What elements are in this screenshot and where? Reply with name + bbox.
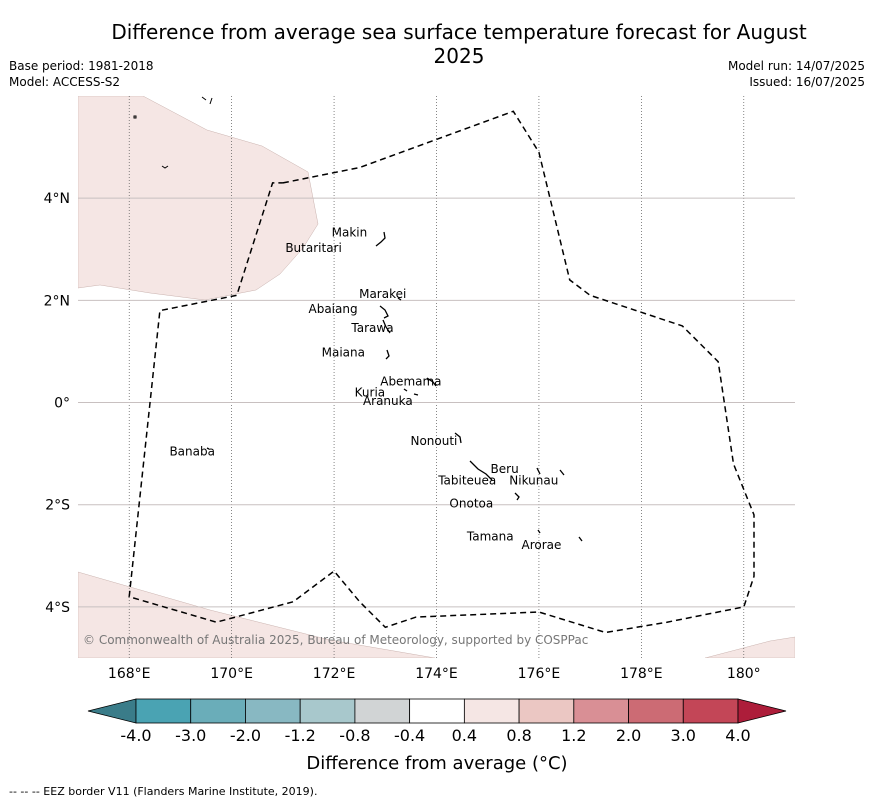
colorbar-tick-label: -3.0 (175, 726, 206, 745)
colorbar-high-extend (737, 698, 787, 724)
anomaly-region-southwest (78, 571, 436, 658)
lon-tick-label: 180° (727, 666, 761, 682)
colorbar-low-extend (87, 698, 137, 724)
map-gridlines (78, 96, 795, 658)
place-label-tabiteuea: Tabiteuea (437, 473, 496, 487)
place-label-aranuka: Aranuka (363, 394, 413, 408)
colorbar-tick-label: 2.0 (616, 726, 641, 745)
lon-tick-label: 178°E (620, 666, 663, 682)
colorbar-bin (354, 698, 411, 724)
anomaly-region-southeast (704, 636, 795, 658)
colorbar-bin (518, 698, 575, 724)
place-label-marakei: Marakei (359, 287, 406, 301)
colorbar-bin (463, 698, 520, 724)
colorbar-tick-label: 3.0 (671, 726, 696, 745)
colorbar-label: Difference from average (°C) (306, 753, 567, 774)
island-outlines (133, 96, 583, 542)
place-label-butaritari: Butaritari (285, 241, 342, 255)
issued-date: Issued: 16/07/2025 (749, 75, 865, 89)
colorbar-bin (409, 698, 465, 724)
copyright-notice: © Commonwealth of Australia 2025, Bureau… (83, 633, 588, 647)
place-label-tamana: Tamana (466, 529, 514, 543)
colorbar-bin (573, 698, 629, 724)
colorbar-tick-label: -1.2 (285, 726, 316, 745)
colorbar-tick-label: -0.8 (339, 726, 370, 745)
base-period: Base period: 1981-2018 (9, 59, 154, 73)
model-run: Model run: 14/07/2025 (727, 59, 865, 73)
lat-tick-label: 4°S (45, 600, 70, 616)
lat-tick-label: 0° (54, 396, 70, 412)
lat-tick-label: 4°N (44, 191, 70, 207)
colorbar-bin (135, 698, 192, 724)
lat-tick-label: 2°S (45, 498, 70, 514)
place-label-arorae: Arorae (522, 538, 562, 552)
place-label-abaiang: Abaiang (309, 302, 358, 316)
place-label-nonouti: Nonouti (410, 434, 457, 448)
place-label-makin: Makin (332, 226, 368, 240)
place-label-abemama: Abemama (380, 375, 441, 389)
colorbar-tick-label: 0.8 (506, 726, 531, 745)
place-label-banaba: Banaba (169, 445, 215, 459)
place-label-nikunau: Nikunau (509, 473, 558, 487)
lon-tick-label: 168°E (108, 666, 151, 682)
colorbar-bin (628, 698, 684, 724)
lat-tick-label: 2°N (44, 293, 70, 309)
map-title: Difference from average sea surface temp… (111, 20, 807, 68)
colorbar: -4.0 -3.0 -2.0 -1.2 -0.8 -0.4 0.4 0.8 1.2 2.0 3.0 4… (87, 698, 787, 745)
colorbar-bin (190, 698, 246, 724)
colorbar-tick-label: 4.0 (725, 726, 750, 745)
colorbar-tick-label: 0.4 (452, 726, 477, 745)
place-label-tarawa: Tarawa (350, 321, 393, 335)
axis-tick-labels: 168°E 170°E 172°E 174°E 176°E 178°E 180° 4°N 2°N… (44, 191, 761, 682)
lon-tick-label: 172°E (313, 666, 356, 682)
lon-tick-label: 174°E (415, 666, 458, 682)
colorbar-bin (299, 698, 356, 724)
place-label-onotoa: Onotoa (449, 496, 493, 510)
lon-tick-label: 170°E (210, 666, 253, 682)
lon-tick-label: 176°E (518, 666, 561, 682)
place-label-kuria: Kuria (355, 385, 386, 399)
colorbar-tick-label: 1.2 (561, 726, 586, 745)
place-label-beru: Beru (491, 462, 519, 476)
meta-right: Model run: 14/07/2025 Issued: 16/07/2025 (728, 58, 865, 90)
colorbar-bin (682, 698, 739, 724)
colorbar-tick-label: -4.0 (120, 726, 151, 745)
model-name: Model: ACCESS-S2 (9, 75, 121, 89)
place-label-maiana: Maiana (322, 346, 365, 360)
eez-border-legend: -- -- -- EEZ border V11 (Flanders Marine… (9, 785, 318, 798)
eez-border (128, 110, 755, 634)
colorbar-tick-label: -0.4 (394, 726, 425, 745)
colorbar-tick-label: -2.0 (230, 726, 261, 745)
meta-left: Base period: 1981-2018 Model: ACCESS-S2 (9, 58, 154, 90)
colorbar-bin (245, 698, 301, 724)
